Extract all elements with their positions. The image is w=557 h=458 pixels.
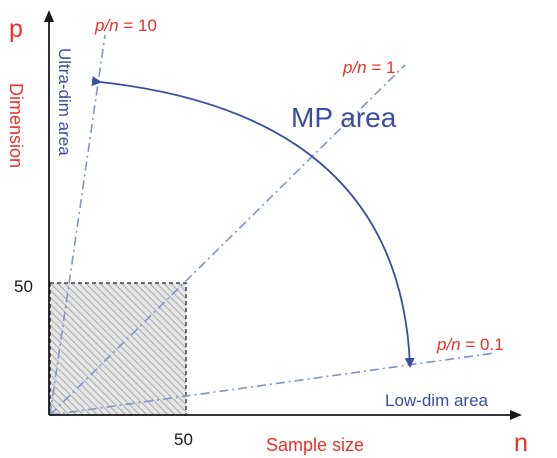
ultra-dim-area-label: Ultra-dim area	[55, 48, 74, 156]
low-dim-area-label: Low-dim area	[385, 391, 489, 410]
y-tick-label: 50	[14, 277, 33, 296]
ratio-label-10: p/n = 10	[94, 16, 157, 35]
mp-area-label: MP area	[291, 102, 397, 133]
ratio-label-1-value: = 1	[367, 58, 396, 77]
x-axis-symbol: n	[514, 429, 528, 457]
small-sample-hatched-region	[49, 282, 187, 416]
ratio-label-1: p/n = 1	[342, 58, 395, 77]
x-axis-arrowhead	[510, 410, 522, 420]
ratio-line-0-1	[49, 352, 496, 416]
ratio-label-0-1-var: p/n	[436, 335, 461, 354]
ratio-line-10	[49, 34, 106, 416]
y-axis-symbol: p	[9, 15, 23, 43]
ratio-label-1-var: p/n	[342, 58, 367, 77]
x-axis-title: Sample size	[266, 435, 364, 455]
ratio-label-0-1-value: = 0.1	[461, 335, 504, 354]
x-tick-label: 50	[174, 430, 193, 449]
mp-area-arc	[91, 76, 415, 368]
ratio-label-10-value: = 10	[119, 16, 157, 35]
ratio-label-10-var: p/n	[94, 16, 119, 35]
y-axis-title: Dimension	[6, 83, 26, 168]
y-axis-arrowhead	[44, 10, 54, 22]
ratio-label-0-1: p/n = 0.1	[436, 335, 504, 354]
